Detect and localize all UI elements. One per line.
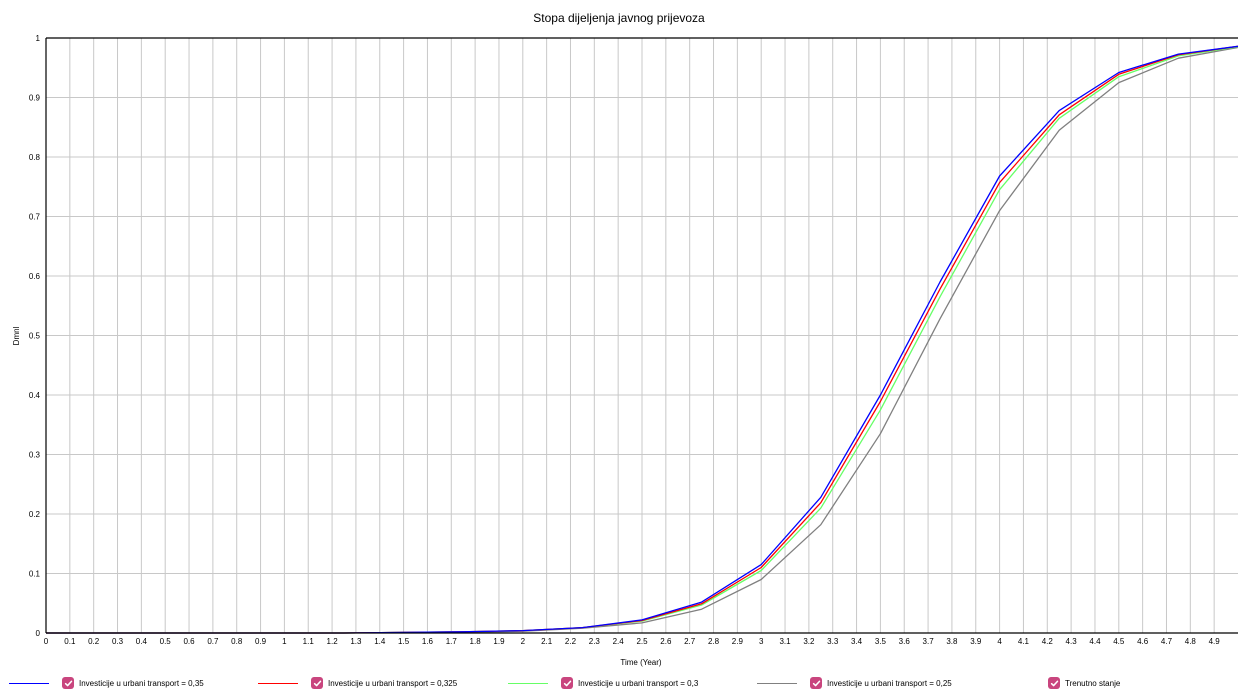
- axes: [45, 37, 1238, 634]
- chart-title: Stopa dijeljenja javnog prijevoza: [533, 11, 705, 25]
- y-tick-label: 0.2: [29, 510, 41, 519]
- x-tick-label: 3.4: [851, 637, 863, 646]
- x-tick-labels: 0 0.1 0.2 0.3 0.4 0.5 0.6 0.7 0.8 0.9 1 1.1 1.2 1.3 1.…: [44, 637, 1220, 646]
- y-tick-label: 0: [36, 629, 41, 638]
- legend-label: Investicije u urbani transport = 0,35: [79, 678, 204, 688]
- x-tick-label: 3.7: [923, 637, 935, 646]
- legend-label: Investicije u urbani transport = 0,3: [578, 678, 699, 688]
- legend-item[interactable]: Investicije u urbani transport = 0,325: [258, 676, 457, 690]
- y-tick-label: 0.8: [29, 153, 41, 162]
- x-tick-label: 1.1: [303, 637, 315, 646]
- x-tick-label: 2.2: [565, 637, 577, 646]
- legend-label: Investicije u urbani transport = 0,25: [827, 678, 952, 688]
- x-tick-label: 1.5: [398, 637, 410, 646]
- checkmark-icon: [1050, 680, 1058, 686]
- legend: Investicije u urbani transport = 0,35 In…: [0, 672, 1238, 691]
- y-tick-label: 0.4: [29, 391, 41, 400]
- x-tick-label: 3.5: [875, 637, 887, 646]
- legend-line: [258, 682, 298, 684]
- legend-checkbox[interactable]: [1048, 677, 1060, 689]
- x-tick-label: 2.4: [613, 637, 625, 646]
- x-tick-label: 2.8: [708, 637, 720, 646]
- x-tick-label: 0.8: [231, 637, 243, 646]
- x-axis-label: Time (Year): [620, 658, 662, 667]
- x-tick-label: 2.1: [541, 637, 553, 646]
- x-tick-label: 4.8: [1185, 637, 1197, 646]
- x-tick-label: 4.4: [1089, 637, 1101, 646]
- x-tick-label: 4.3: [1066, 637, 1078, 646]
- x-tick-label: 2: [521, 637, 526, 646]
- legend-checkbox[interactable]: [561, 677, 573, 689]
- y-tick-label: 0.6: [29, 272, 41, 281]
- grid: [45, 37, 1238, 634]
- x-tick-label: 0.2: [88, 637, 100, 646]
- x-tick-label: 4.9: [1209, 637, 1221, 646]
- x-tick-label: 0.4: [136, 637, 148, 646]
- legend-item[interactable]: Investicije u urbani transport = 0,35: [9, 676, 204, 690]
- x-tick-label: 3: [759, 637, 764, 646]
- x-tick-label: 0: [44, 637, 49, 646]
- y-axis-label: Dmnl: [12, 326, 21, 345]
- legend-line: [9, 682, 49, 684]
- x-tick-label: 1.3: [350, 637, 362, 646]
- x-tick-label: 4.7: [1161, 637, 1173, 646]
- legend-checkbox[interactable]: [62, 677, 74, 689]
- y-tick-label: 0.5: [29, 332, 41, 341]
- x-tick-label: 0.9: [255, 637, 267, 646]
- x-tick-label: 3.3: [827, 637, 839, 646]
- legend-line: [757, 682, 797, 684]
- x-tick-label: 1.4: [374, 637, 386, 646]
- x-tick-label: 4.1: [1018, 637, 1030, 646]
- x-tick-label: 0.3: [112, 637, 124, 646]
- x-tick-label: 1: [282, 637, 287, 646]
- x-tick-label: 3.8: [946, 637, 958, 646]
- x-tick-label: 0.6: [183, 637, 195, 646]
- x-tick-label: 3.1: [779, 637, 791, 646]
- y-tick-label: 0.7: [29, 213, 41, 222]
- y-tick-labels: 0 0.1 0.2 0.3 0.4 0.5 0.6 0.7 0.8 0.9 1: [29, 34, 41, 638]
- checkmark-icon: [812, 680, 820, 686]
- x-tick-label: 2.3: [589, 637, 601, 646]
- x-tick-label: 4.6: [1137, 637, 1149, 646]
- x-tick-label: 4.2: [1042, 637, 1054, 646]
- x-tick-label: 3.2: [803, 637, 815, 646]
- checkmark-icon: [64, 680, 72, 686]
- x-tick-label: 2.7: [684, 637, 696, 646]
- legend-item[interactable]: Investicije u urbani transport = 0,25: [757, 676, 952, 690]
- x-tick-label: 2.5: [636, 637, 648, 646]
- x-tick-label: 4: [997, 637, 1002, 646]
- y-tick-label: 0.9: [29, 94, 41, 103]
- x-tick-label: 4.5: [1113, 637, 1125, 646]
- checkmark-icon: [563, 680, 571, 686]
- x-tick-label: 1.7: [446, 637, 458, 646]
- legend-label: Trenutno stanje: [1065, 678, 1121, 688]
- x-tick-label: 0.7: [207, 637, 219, 646]
- x-tick-label: 2.6: [660, 637, 672, 646]
- x-tick-label: 1.6: [422, 637, 434, 646]
- x-tick-label: 1.8: [470, 637, 482, 646]
- legend-checkbox[interactable]: [311, 677, 323, 689]
- y-tick-label: 0.1: [29, 570, 41, 579]
- legend-item[interactable]: Investicije u urbani transport = 0,3: [508, 676, 698, 690]
- y-tick-label: 1: [36, 34, 41, 43]
- x-tick-label: 0.5: [160, 637, 172, 646]
- x-tick-label: 0.1: [64, 637, 76, 646]
- x-tick-label: 3.9: [970, 637, 982, 646]
- y-tick-label: 0.3: [29, 451, 41, 460]
- x-tick-label: 1.2: [327, 637, 339, 646]
- legend-line: [508, 682, 548, 684]
- legend-item[interactable]: Trenutno stanje: [1048, 676, 1120, 690]
- checkmark-icon: [313, 680, 321, 686]
- legend-label: Investicije u urbani transport = 0,325: [328, 678, 458, 688]
- legend-checkbox[interactable]: [810, 677, 822, 689]
- line-chart: 0 0.1 0.2 0.3 0.4 0.5 0.6 0.7 0.8 0.9 1 1.1 1.2 1.3 1.…: [12, 34, 1238, 667]
- x-tick-label: 3.6: [899, 637, 911, 646]
- x-tick-label: 2.9: [732, 637, 744, 646]
- x-tick-label: 1.9: [493, 637, 505, 646]
